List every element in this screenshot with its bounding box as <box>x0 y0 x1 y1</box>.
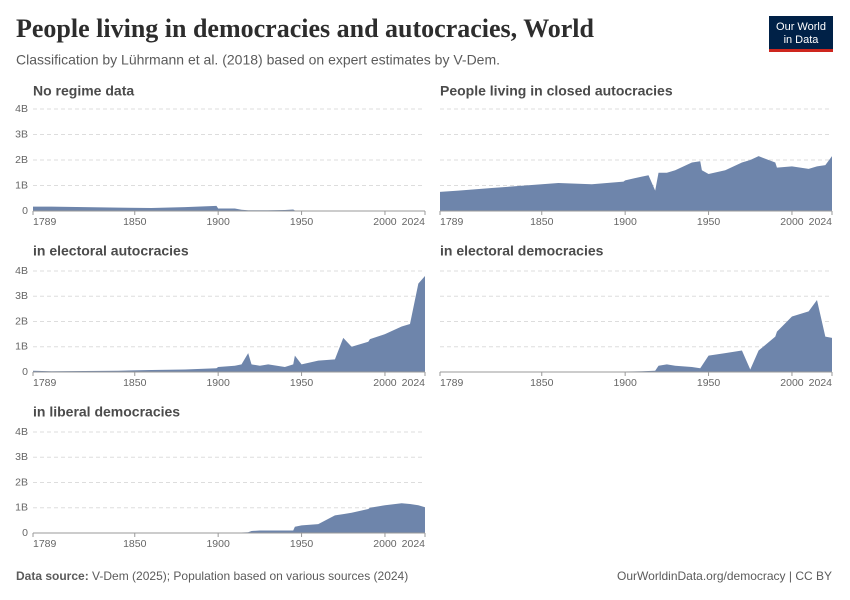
y-tick-label: 1B <box>15 341 28 353</box>
y-tick-label: 0 <box>22 366 28 378</box>
area <box>33 205 425 211</box>
x-tick-label: 1950 <box>697 216 721 228</box>
x-tick-label: 2000 <box>373 216 397 228</box>
x-tick-label: 1850 <box>123 377 147 389</box>
x-tick-label: 1789 <box>33 377 57 389</box>
logo-text: Our World <box>776 21 826 33</box>
area <box>440 156 832 211</box>
x-tick-label: 2024 <box>402 538 426 550</box>
area <box>33 503 425 533</box>
x-tick-label: 1950 <box>290 377 314 389</box>
chart-title: People living in democracies and autocra… <box>16 14 595 43</box>
y-tick-label: 3B <box>15 128 28 140</box>
y-tick-label: 0 <box>22 527 28 539</box>
x-tick-label: 1789 <box>33 216 57 228</box>
x-tick-label: 1850 <box>123 538 147 550</box>
y-tick-label: 3B <box>15 290 28 302</box>
logo[interactable]: Our World in Data <box>769 16 833 52</box>
panel-title: No regime data <box>33 83 134 99</box>
y-tick-label: 4B <box>15 103 28 115</box>
subtitle: Classification by Lührmann et al. (2018)… <box>16 52 500 68</box>
x-tick-label: 1850 <box>123 216 147 228</box>
y-tick-label: 1B <box>15 179 28 191</box>
panel: in electoral autocracies 0 1B 2B 3B 4B 1789 185… <box>15 243 426 389</box>
x-tick-label: 1950 <box>290 538 314 550</box>
panel: People living in closed autocracies 1789 1… <box>439 83 833 228</box>
panel-title: People living in closed autocracies <box>440 83 673 99</box>
x-tick-label: 1789 <box>440 377 464 389</box>
x-tick-label: 1950 <box>697 377 721 389</box>
x-tick-label: 2000 <box>780 216 804 228</box>
y-tick-label: 0 <box>22 205 28 217</box>
y-tick-label: 2B <box>15 315 28 327</box>
x-tick-label: 1850 <box>530 216 554 228</box>
y-tick-label: 3B <box>15 451 28 463</box>
source: Data source: V-Dem (2025); Population ba… <box>16 569 408 583</box>
y-tick-label: 4B <box>15 426 28 438</box>
source-text: V-Dem (2025); Population based on variou… <box>92 569 408 583</box>
x-tick-label: 2024 <box>402 216 426 228</box>
panel-title: in electoral autocracies <box>33 243 189 259</box>
source-label: Data source: <box>16 569 89 583</box>
y-tick-label: 1B <box>15 502 28 514</box>
logo-text: in Data <box>784 34 820 46</box>
panel-title: in electoral democracies <box>440 243 604 259</box>
panel: in liberal democracies 0 1B 2B 3B 4B 1789 1850 1… <box>15 404 426 550</box>
x-tick-label: 2024 <box>402 377 426 389</box>
x-tick-label: 1900 <box>613 216 637 228</box>
x-tick-label: 1900 <box>206 377 230 389</box>
x-tick-label: 1900 <box>206 216 230 228</box>
panel-title: in liberal democracies <box>33 404 180 420</box>
x-tick-label: 1900 <box>613 377 637 389</box>
x-tick-label: 1850 <box>530 377 554 389</box>
area <box>440 300 832 372</box>
x-tick-label: 1900 <box>206 538 230 550</box>
x-tick-label: 2000 <box>373 377 397 389</box>
x-tick-label: 2000 <box>373 538 397 550</box>
y-tick-label: 2B <box>15 154 28 166</box>
x-tick-label: 1789 <box>440 216 464 228</box>
y-tick-label: 4B <box>15 265 28 277</box>
logo-box <box>769 16 833 52</box>
x-tick-label: 1950 <box>290 216 314 228</box>
x-tick-label: 2024 <box>809 216 833 228</box>
panel: No regime data 0 1B 2B 3B 4B 1789 1850 1900 1950 2… <box>15 83 426 228</box>
logo-underline <box>769 49 833 52</box>
x-tick-label: 1789 <box>33 538 57 550</box>
panel: in electoral democracies 1789 1850 1900 1950… <box>439 243 833 389</box>
x-tick-label: 2024 <box>809 377 833 389</box>
area <box>33 276 425 372</box>
x-tick-label: 2000 <box>780 377 804 389</box>
license-link[interactable]: OurWorldinData.org/democracy | CC BY <box>617 569 832 583</box>
y-tick-label: 2B <box>15 476 28 488</box>
